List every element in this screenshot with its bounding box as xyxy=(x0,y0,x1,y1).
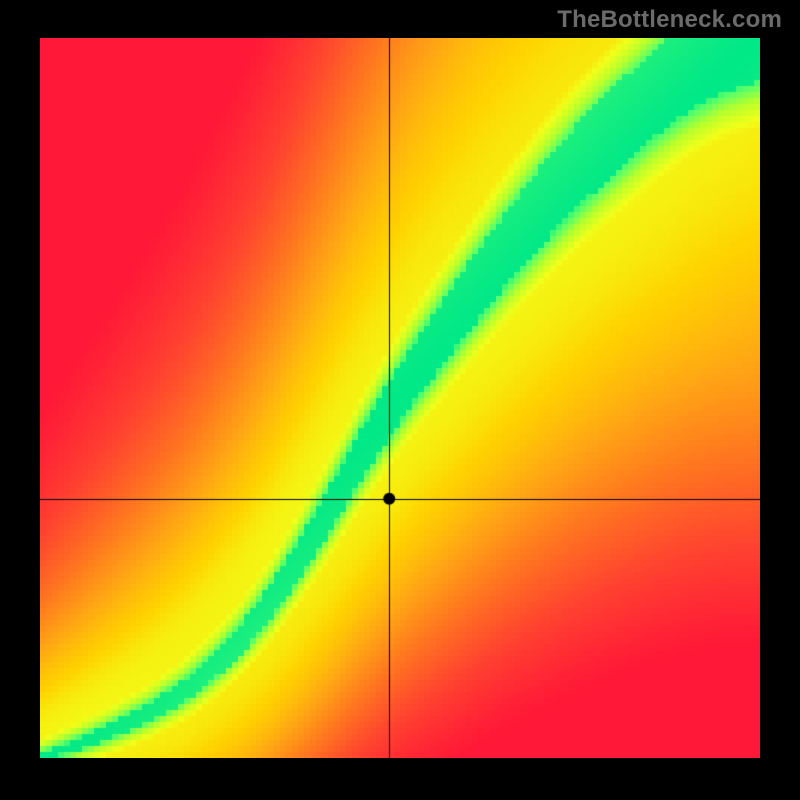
watermark-text: TheBottleneck.com xyxy=(557,6,782,34)
bottleneck-heatmap xyxy=(40,38,760,758)
